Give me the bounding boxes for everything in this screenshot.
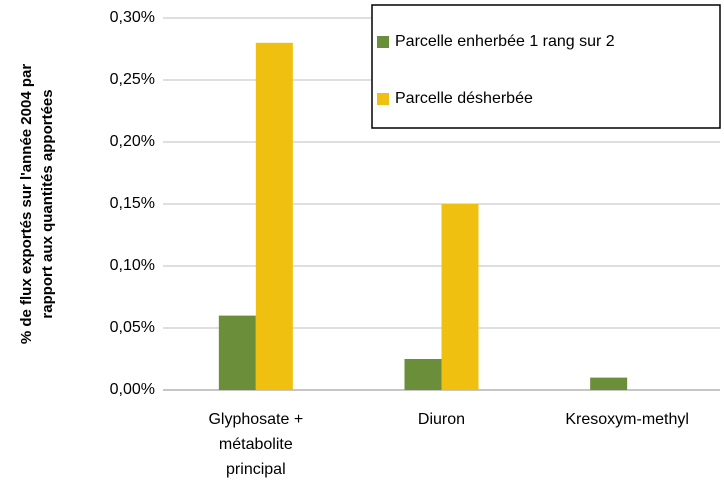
y-axis-label: % de flux exportés sur l'année 2004 par xyxy=(18,64,35,345)
x-tick-label: Kresoxym-methyl xyxy=(565,411,689,428)
y-tick-label: 0,20% xyxy=(110,133,155,150)
x-tick-label: Diuron xyxy=(418,411,465,428)
y-tick-label: 0,15% xyxy=(110,195,155,212)
y-tick-label: 0,30% xyxy=(110,9,155,26)
y-tick-label: 0,10% xyxy=(110,257,155,274)
bar xyxy=(590,377,628,390)
legend-box xyxy=(371,4,721,129)
y-tick-label: 0,00% xyxy=(110,381,155,398)
legend-swatch xyxy=(377,93,389,105)
legend-label: Parcelle désherbée xyxy=(395,90,533,107)
bar xyxy=(255,42,293,391)
legend-swatch xyxy=(377,36,389,48)
y-tick-label: 0,25% xyxy=(110,71,155,88)
bar xyxy=(441,204,479,390)
x-tick-label: Glyphosate + métabolite principal xyxy=(208,411,303,478)
y-tick-label: 0,05% xyxy=(110,319,155,336)
y-axis-label: rapport aux quantités apportées xyxy=(39,89,56,318)
bar xyxy=(404,359,442,390)
bar xyxy=(218,315,256,390)
legend-label: Parcelle enherbée 1 rang sur 2 xyxy=(395,33,615,50)
